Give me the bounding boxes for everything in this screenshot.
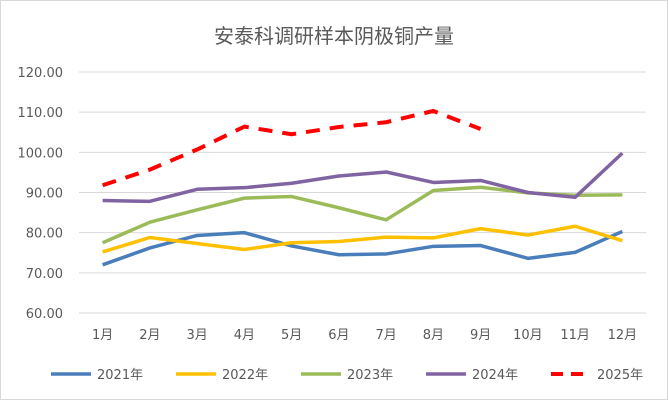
x-tick-label: 6月 [328, 328, 349, 343]
x-tick-label: 2月 [139, 328, 160, 343]
x-tick-label: 8月 [423, 328, 444, 343]
y-tick-label: 60.00 [26, 307, 63, 322]
chart-title: 安泰科调研样本阴极铜产量 [214, 24, 454, 48]
x-tick-label: 7月 [375, 328, 396, 343]
x-tick-label: 3月 [186, 328, 207, 343]
series-line-2025年 [101, 108, 482, 188]
x-tick-label: 10月 [513, 328, 543, 343]
y-tick-label: 90.00 [26, 187, 63, 202]
y-tick-label: 80.00 [26, 227, 63, 242]
y-tick-label: 120.00 [18, 66, 64, 81]
legend-label: 2022年 [222, 368, 268, 383]
x-tick-label: 5月 [281, 328, 302, 343]
x-tick-label: 4月 [234, 328, 255, 343]
legend-label: 2024年 [472, 368, 518, 383]
series-line-2022年 [102, 224, 623, 254]
x-tick-label: 9月 [470, 328, 491, 343]
y-tick-label: 110.00 [18, 106, 64, 121]
legend-label: 2023年 [347, 368, 393, 383]
series-line-2024年 [102, 151, 624, 204]
legend-label: 2021年 [97, 368, 143, 383]
legend-label: 2025年 [597, 368, 643, 383]
x-tick-label: 11月 [560, 328, 590, 343]
x-tick-label: 12月 [608, 328, 638, 343]
x-tick-label: 1月 [92, 328, 113, 343]
y-tick-label: 70.00 [26, 267, 63, 282]
series-line-2021年 [102, 229, 624, 267]
y-tick-label: 100.00 [18, 146, 64, 161]
